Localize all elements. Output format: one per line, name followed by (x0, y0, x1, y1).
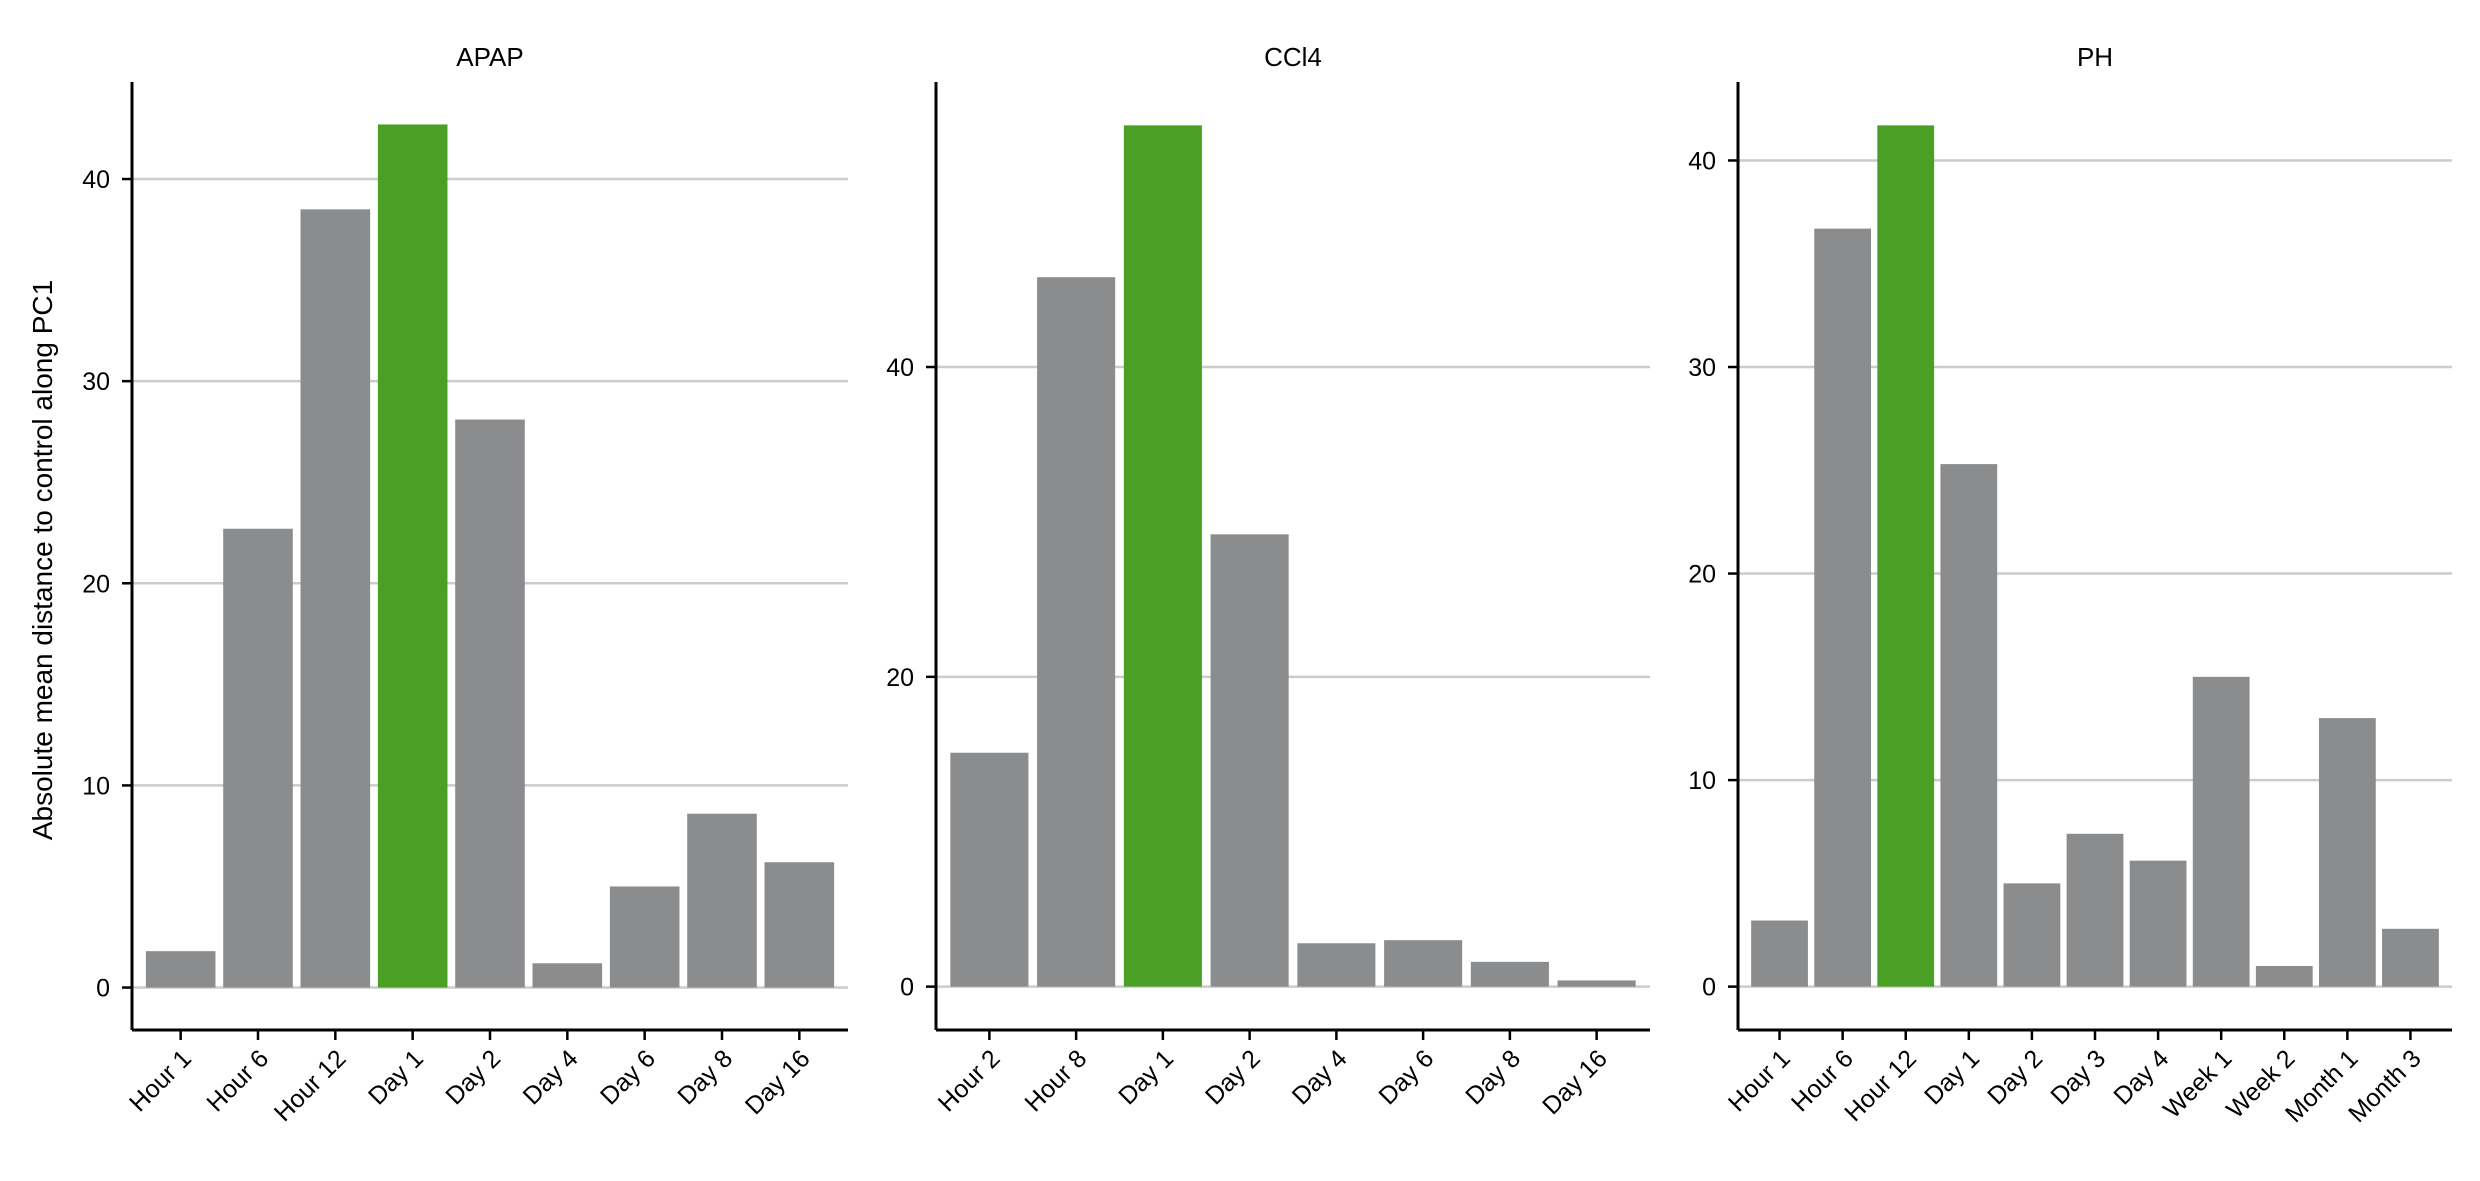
bar-day-4 (532, 963, 603, 988)
bar-month-1 (2318, 718, 2376, 987)
bar-day-4 (1297, 943, 1376, 987)
x-tick-label: Hour 12 (269, 1044, 352, 1127)
bar-day-1 (1940, 464, 1998, 987)
y-tick-label: 40 (886, 354, 914, 382)
y-tick-label: 40 (82, 166, 110, 194)
bar-day-2 (455, 419, 525, 988)
x-tick-label: Day 3 (2045, 1044, 2111, 1110)
panel-title: CCl4 (1264, 42, 1322, 72)
y-tick-label: 0 (96, 975, 110, 1003)
x-tick-label: Week 1 (2158, 1044, 2237, 1123)
bar-hour-6 (1814, 228, 1872, 987)
x-tick-label: Day 16 (1537, 1044, 1613, 1120)
x-tick-label: Day 2 (1982, 1044, 2048, 1110)
bar-day-8 (1470, 961, 1549, 987)
chart-panel-ccl4: CCl4 0 20 40 Hour 2 Hour 8 Day 1 Day 2 Day 4 Day … (886, 42, 1650, 1120)
x-tick-label: Hour 1 (1723, 1044, 1796, 1117)
bar-hour-8 (1037, 277, 1116, 987)
x-tick-label: Day 8 (672, 1044, 738, 1110)
x-tick-label: Day 1 (363, 1044, 429, 1110)
panel-title: PH (2077, 42, 2113, 72)
y-tick-label: 30 (82, 368, 110, 396)
bar-day-4 (2129, 860, 2187, 987)
x-tick-label: Day 6 (1373, 1044, 1439, 1110)
x-tick-label: Day 1 (1919, 1044, 1985, 1110)
bar-day-16 (764, 862, 835, 988)
y-tick-label: 0 (900, 974, 914, 1002)
bar-month-3 (2382, 928, 2439, 987)
x-tick-label: Day 1 (1113, 1044, 1179, 1110)
y-tick-label: 20 (1688, 561, 1716, 589)
x-tick-label: Hour 12 (1839, 1044, 1922, 1127)
bar-hour-12 (300, 209, 371, 988)
y-tick-label: 20 (886, 664, 914, 692)
x-tick-label: Day 6 (595, 1044, 661, 1110)
x-tick-label: Hour 1 (124, 1044, 197, 1117)
bar-hour-1 (1751, 920, 1808, 987)
x-tick-label: Hour 2 (933, 1044, 1006, 1117)
x-tick-label: Hour 6 (201, 1044, 274, 1117)
bar-day-2 (2003, 883, 2061, 987)
bar-day-3 (2066, 833, 2124, 987)
bar-hour-12 (1877, 125, 1935, 987)
y-tick-label: 20 (82, 570, 110, 598)
x-tick-label: Day 16 (740, 1044, 816, 1120)
panel-title: APAP (456, 42, 523, 72)
y-tick-label: 30 (1688, 354, 1716, 382)
bar-day-6 (1384, 940, 1463, 987)
x-tick-label: Hour 8 (1020, 1044, 1093, 1117)
y-axis-label: Absolute mean distance to control along … (27, 280, 58, 840)
bar-week-2 (2255, 965, 2313, 987)
x-tick-label: Day 8 (1460, 1044, 1526, 1110)
bar-day-1 (377, 124, 448, 988)
bar-hour-2 (950, 752, 1029, 987)
bar-day-16 (1557, 980, 1636, 987)
bar-day-6 (609, 886, 680, 988)
bar-day-2 (1210, 534, 1289, 987)
x-tick-label: Day 2 (440, 1044, 506, 1110)
bar-day-8 (687, 813, 757, 988)
x-tick-label: Day 4 (518, 1044, 584, 1110)
bar-hour-6 (223, 528, 293, 988)
y-tick-label: 0 (1702, 974, 1716, 1002)
x-tick-label: Day 2 (1200, 1044, 1266, 1110)
bar-week-1 (2192, 676, 2250, 987)
bar-hour-1 (145, 951, 216, 988)
y-tick-label: 10 (82, 772, 110, 800)
bar-day-1 (1123, 125, 1202, 987)
x-tick-label: Day 4 (1287, 1044, 1353, 1110)
y-tick-label: 10 (1688, 767, 1716, 795)
y-tick-label: 40 (1688, 147, 1716, 175)
